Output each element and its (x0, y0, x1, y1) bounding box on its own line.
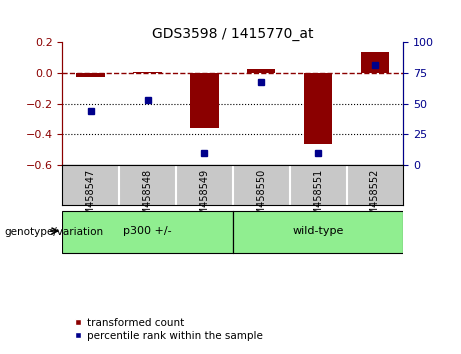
Text: GSM458550: GSM458550 (256, 169, 266, 228)
Bar (233, 211, 403, 253)
Text: p300 +/-: p300 +/- (123, 226, 172, 236)
Text: GSM458549: GSM458549 (199, 169, 209, 228)
Bar (133, 72, 162, 73)
Text: GSM458552: GSM458552 (370, 169, 380, 228)
Text: GSM458551: GSM458551 (313, 169, 323, 228)
Title: GDS3598 / 1415770_at: GDS3598 / 1415770_at (152, 28, 313, 41)
Bar (77, 73, 105, 76)
Text: genotype/variation: genotype/variation (5, 227, 104, 237)
Bar (62, 211, 233, 253)
Text: GSM458547: GSM458547 (86, 169, 96, 228)
Bar (304, 73, 332, 144)
Text: GSM458548: GSM458548 (142, 169, 153, 228)
Bar (247, 69, 276, 73)
Bar (361, 52, 389, 73)
Bar (190, 73, 219, 127)
Legend: transformed count, percentile rank within the sample: transformed count, percentile rank withi… (70, 314, 267, 345)
Text: wild-type: wild-type (292, 226, 344, 236)
